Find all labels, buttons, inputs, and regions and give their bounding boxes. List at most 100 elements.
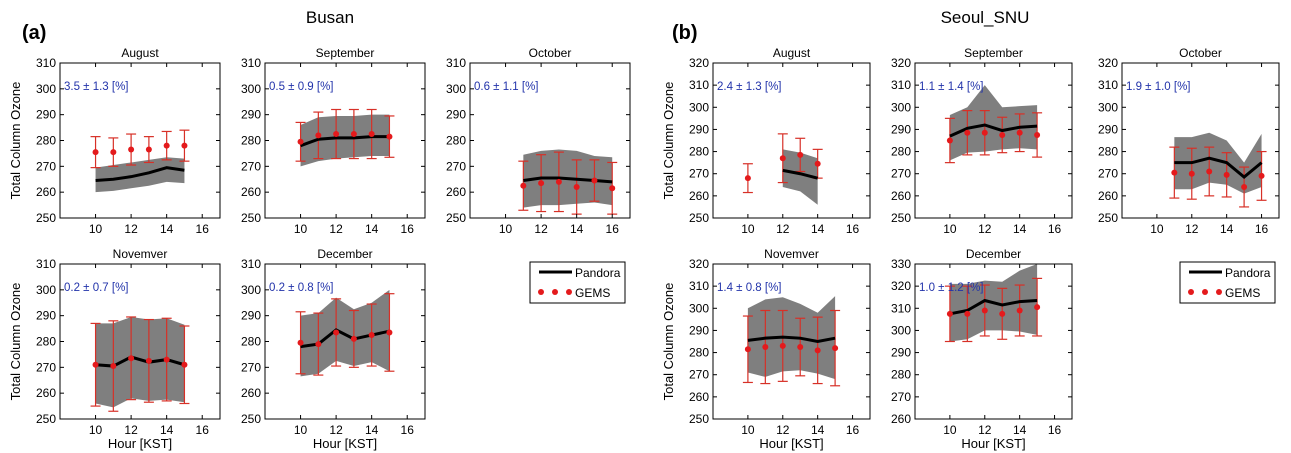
y-tick-label: 300 (36, 283, 56, 297)
x-tick-label: 16 (606, 222, 620, 236)
bias-annotation: 1.0 ± 1.2 [%] (919, 282, 984, 294)
legend-gems-marker (566, 289, 572, 295)
x-tick-label: 16 (1255, 222, 1269, 236)
y-tick-label: 260 (241, 386, 261, 400)
gems-point (333, 131, 340, 138)
gems-point (999, 310, 1006, 317)
bias-annotation: 1.4 ± 0.8 [%] (717, 282, 782, 294)
y-tick-label: 300 (689, 301, 709, 315)
subplot-title: September (316, 46, 375, 60)
y-tick-label: 290 (689, 122, 709, 136)
x-tick-label: 12 (124, 222, 138, 236)
y-tick-label: 250 (1098, 211, 1118, 225)
gems-point (163, 142, 170, 149)
y-tick-label: 250 (36, 412, 56, 426)
subplot-1: 10 12 14 16 250 260 270 280 290 300 310 August 3.5 ±… (8, 46, 221, 236)
gems-point (315, 132, 322, 139)
x-tick-label: 12 (124, 423, 138, 437)
gems-point (814, 160, 821, 167)
subplot-10: 10 12 14 16 260 270 280 290 300 310 320 330 December… (891, 247, 1073, 451)
gems-point (555, 178, 562, 185)
pandora-mean-line (95, 166, 185, 183)
y-tick-label: 310 (36, 257, 56, 271)
y-tick-label: 270 (891, 390, 911, 404)
subplot-title: December (966, 247, 1021, 261)
x-tick-label: 10 (741, 222, 755, 236)
axes-frame (1121, 62, 1280, 219)
x-tick-label: 10 (89, 423, 103, 437)
pandora-std-band (949, 85, 1038, 161)
y-tick-label: 280 (689, 346, 709, 360)
x-tick-label: 16 (196, 423, 210, 437)
gems-point (1223, 171, 1230, 178)
y-tick-label: 250 (689, 211, 709, 225)
axes-frame (914, 263, 1073, 420)
x-tick-label: 16 (846, 222, 860, 236)
y-tick-label: 310 (689, 279, 709, 293)
gems-point (538, 180, 545, 187)
y-tick-label: 300 (241, 283, 261, 297)
x-tick-label: 10 (499, 222, 513, 236)
legend-box (1179, 261, 1276, 304)
plot-area (742, 133, 823, 205)
pandora-mean-line (1174, 156, 1263, 179)
y-tick-label: 280 (241, 335, 261, 349)
y-tick-label: 250 (446, 211, 466, 225)
pandora-std-band (782, 149, 818, 205)
y-tick-label: 310 (241, 56, 261, 70)
bias-annotation: 2.4 ± 1.3 [%] (717, 81, 782, 93)
seoul-title: Seoul_SNU (941, 8, 1030, 27)
x-tick-label: 12 (978, 222, 992, 236)
y-tick-label: 310 (446, 56, 466, 70)
pandora-mean-line (747, 335, 836, 344)
gems-point (386, 329, 393, 336)
y-axis-label: Total Column Ozone (8, 82, 23, 200)
legend-gems-marker (1202, 289, 1208, 295)
gems-point (1171, 169, 1178, 176)
bias-annotation: 0.2 ± 0.7 [%] (64, 282, 129, 294)
plot-area (944, 85, 1043, 164)
subplot-6: 10 12 14 16 250 260 270 280 290 300 310 320 August 2.… (661, 46, 871, 236)
y-tick-label: 260 (36, 185, 56, 199)
x-axis-label: Hour [KST] (108, 436, 172, 451)
y-tick-label: 300 (689, 100, 709, 114)
x-tick-label: 14 (570, 222, 584, 236)
axes-frame (914, 62, 1073, 219)
y-tick-label: 330 (891, 257, 911, 271)
gems-point (128, 355, 135, 362)
x-tick-label: 16 (1048, 423, 1062, 437)
x-tick-label: 14 (365, 423, 379, 437)
y-tick-label: 270 (689, 368, 709, 382)
y-tick-label: 280 (689, 145, 709, 159)
x-tick-label: 12 (329, 423, 343, 437)
bias-annotation: 3.5 ± 1.3 [%] (64, 81, 129, 93)
y-tick-label: 250 (241, 211, 261, 225)
y-tick-label: 320 (689, 257, 709, 271)
gems-point (145, 146, 152, 153)
bias-annotation: 1.9 ± 1.0 [%] (1126, 81, 1191, 93)
gems-point (1206, 168, 1213, 175)
x-tick-label: 16 (846, 423, 860, 437)
x-tick-label: 10 (294, 423, 308, 437)
legend-gems-marker (1188, 289, 1194, 295)
x-tick-label: 12 (1185, 222, 1199, 236)
gems-point (832, 345, 839, 352)
y-tick-label: 280 (1098, 145, 1118, 159)
gems-point (981, 307, 988, 314)
subplot-4: 10 12 14 16 250 260 270 280 290 300 310 Novemver 0.2… (8, 247, 221, 451)
subplot-2: 10 12 14 16 250 260 270 280 290 300 310 September 0.… (241, 46, 426, 236)
y-tick-label: 270 (689, 167, 709, 181)
pandora-mean-line (949, 298, 1038, 316)
y-tick-label: 320 (891, 279, 911, 293)
legend-box (529, 261, 626, 304)
y-tick-label: 290 (891, 346, 911, 360)
gems-point (386, 133, 393, 140)
y-tick-label: 270 (1098, 167, 1118, 181)
gems-point (1016, 129, 1023, 136)
y-tick-label: 270 (36, 360, 56, 374)
y-tick-label: 310 (36, 56, 56, 70)
y-tick-label: 280 (446, 134, 466, 148)
gems-point (1258, 172, 1265, 179)
gems-point (1034, 131, 1041, 138)
